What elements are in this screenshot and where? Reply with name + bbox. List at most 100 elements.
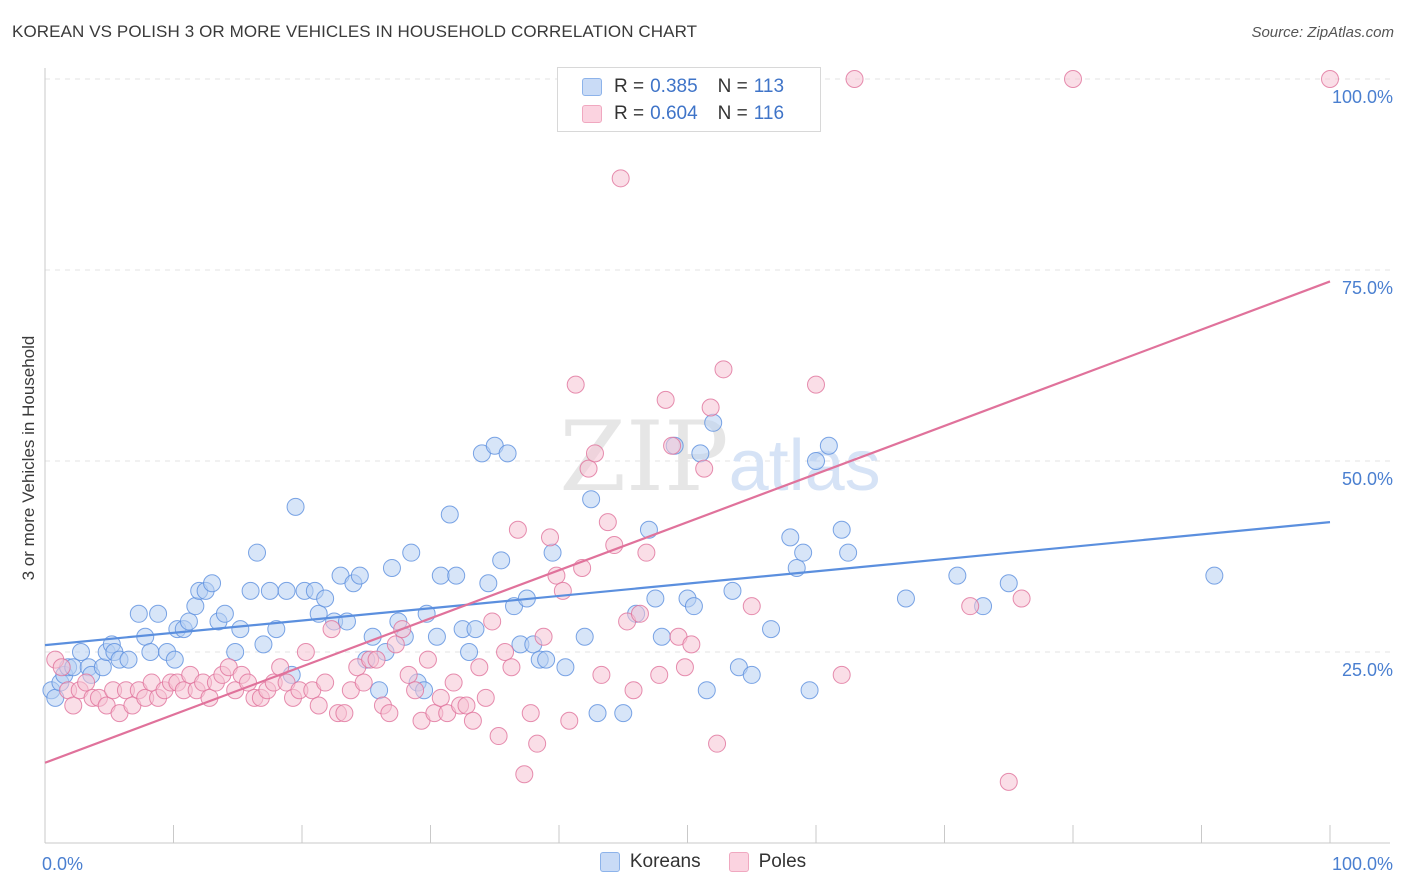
legend-swatch-poles [728, 852, 749, 872]
chart-source: Source: ZipAtlas.com [1251, 24, 1394, 41]
legend-item-poles: Poles [728, 851, 807, 873]
data-point-poles [547, 566, 566, 585]
data-point-koreans [460, 643, 479, 661]
x-tick-label: 100.0% [1332, 854, 1393, 874]
y-tick-label: 100.0% [1332, 87, 1393, 107]
legend-r-value: 0.604 [650, 103, 698, 124]
data-point-koreans [427, 627, 446, 646]
data-point-poles [444, 673, 463, 692]
data-point-koreans [556, 658, 575, 677]
legend-label-poles: Poles [758, 851, 807, 872]
data-point-koreans [248, 543, 267, 562]
data-point-koreans [466, 620, 485, 639]
data-point-poles [463, 711, 482, 730]
data-point-poles [502, 658, 521, 677]
data-point-koreans [800, 681, 819, 700]
y-tick-label: 75.0% [1342, 278, 1393, 298]
data-point-poles [566, 375, 585, 394]
data-point-poles [528, 734, 547, 753]
data-point-koreans [231, 620, 250, 639]
trend-line-koreans [44, 521, 1331, 647]
data-point-koreans [614, 704, 633, 723]
data-point-poles [742, 597, 761, 616]
data-point-koreans [807, 452, 825, 470]
data-point-poles [431, 688, 450, 707]
data-point-koreans [704, 413, 723, 432]
data-point-poles [560, 711, 579, 730]
trend-lines [44, 280, 1331, 764]
data-point-poles [489, 727, 508, 746]
data-point-koreans [691, 444, 710, 463]
data-point-koreans [479, 574, 498, 593]
data-point-poles [701, 398, 720, 417]
data-point-poles [406, 681, 425, 700]
data-point-poles [807, 375, 825, 394]
data-point-poles [77, 673, 96, 692]
chart-title: KOREAN VS POLISH 3 OR MORE VEHICLES IN H… [12, 22, 698, 41]
data-point-koreans [71, 643, 90, 661]
data-point-koreans [119, 650, 138, 669]
data-point-poles [322, 620, 341, 639]
data-point-koreans [1205, 566, 1224, 585]
data-point-koreans [723, 581, 742, 600]
data-point-koreans [588, 704, 607, 723]
data-point-koreans [165, 650, 184, 669]
trend-line-poles [44, 280, 1331, 764]
data-point-poles [656, 390, 675, 409]
legend-n-value: 113 [753, 76, 785, 97]
data-point-koreans [93, 658, 112, 677]
data-point-koreans [260, 581, 279, 600]
data-point-poles [1064, 70, 1082, 88]
data-point-poles [592, 665, 611, 684]
data-point-koreans [186, 597, 205, 616]
data-point-poles [534, 627, 553, 646]
data-point-koreans [277, 581, 296, 600]
data-point-poles [682, 635, 701, 654]
data-point-poles [386, 635, 405, 654]
x-tick-label: 0.0% [42, 854, 83, 874]
legend-n-label: N = [717, 76, 748, 97]
data-point-poles [367, 650, 386, 669]
data-point-poles [579, 459, 598, 478]
data-point-koreans [350, 566, 369, 585]
data-point-poles [309, 696, 328, 715]
data-point-poles [521, 704, 540, 723]
data-point-poles [663, 436, 682, 455]
data-point-poles [457, 696, 476, 715]
data-point-poles [483, 612, 502, 631]
data-point-koreans [267, 620, 286, 639]
y-tick-label: 25.0% [1342, 660, 1393, 680]
data-point-koreans [241, 581, 260, 600]
grid-lines [45, 78, 1390, 653]
axes [44, 68, 1390, 844]
data-point-poles [605, 536, 624, 555]
data-point-koreans [382, 558, 401, 577]
data-point-koreans [203, 574, 222, 593]
legend-swatch-koreans [582, 78, 602, 96]
legend-r-label: R = [614, 103, 645, 124]
legend-row-poles: R = 0.604 N = 116 [582, 101, 804, 127]
data-point-koreans [226, 643, 245, 661]
data-point-poles [52, 658, 71, 677]
data-point-poles [695, 459, 714, 478]
data-point-poles [585, 444, 604, 463]
data-point-koreans [948, 566, 967, 585]
data-point-koreans [819, 436, 838, 455]
data-point-koreans [498, 444, 517, 463]
data-point-koreans [316, 589, 335, 608]
data-point-koreans [179, 612, 198, 631]
data-point-poles [708, 734, 727, 753]
data-point-koreans [582, 490, 601, 509]
data-point-poles [515, 765, 534, 784]
data-point-koreans [543, 543, 562, 562]
data-point-poles [714, 360, 733, 379]
data-point-poles [399, 665, 418, 684]
data-point-koreans [646, 589, 665, 608]
data-point-poles [380, 704, 399, 723]
data-point-koreans [742, 665, 761, 684]
legend-item-koreans: Koreans [599, 851, 701, 873]
data-point-koreans [286, 497, 305, 516]
data-point-koreans [215, 604, 234, 623]
legend-label-koreans: Koreans [629, 851, 701, 872]
